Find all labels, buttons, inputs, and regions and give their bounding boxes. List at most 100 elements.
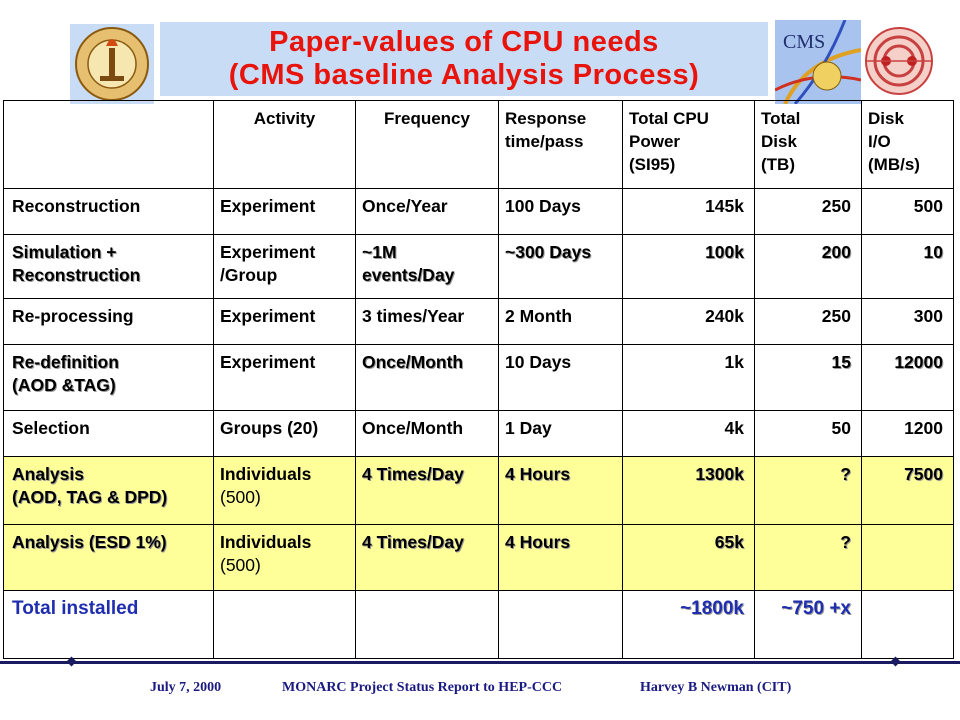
table-header-row: Activity Frequency Response time/pass Total … [3,100,954,189]
table-cell-activity [213,590,356,659]
cpu-text: 65k [714,532,744,552]
disk-text: 15 [831,352,851,372]
table-header-cell: Total CPU Power (SI95) [622,100,755,189]
table-cell-response: 100 Days [498,188,623,235]
header-text: Total [761,109,801,128]
cms-logo: CMS [775,20,861,104]
table-cell-activity: Groups (20) [213,410,356,457]
response-text: ~300 Days [505,242,592,262]
table-cell-disk: 200 [754,234,862,299]
table-cell-response: ~300 Days [498,234,623,299]
table-header-cell [3,100,214,189]
table-cell-response: 2 Month [498,298,623,345]
table-row: Total installed ~1800k ~750 +x [3,590,954,659]
io-text: 7500 [904,464,943,484]
disk-text: 50 [831,418,851,438]
table-cell-disk: 15 [754,344,862,411]
cpu-text: 145k [705,196,744,216]
io-text: 10 [923,242,943,262]
header-text: time/pass [505,132,584,151]
table-cell-activity: Individuals (500) [213,456,356,525]
table-cell-io: 500 [861,188,954,235]
table-cell-io [861,590,954,659]
header-text: Response [505,109,587,128]
process-text: Simulation + [12,242,117,262]
table-row: Re-processing Experiment 3 times/Year 2 Mon… [3,298,954,345]
cpu-text: 100k [705,242,744,262]
activity-text: Experiment [220,352,316,372]
table-cell-frequency: 4 Times/Day [355,456,499,525]
table-cell-cpu: ~1800k [622,590,755,659]
table-cell-frequency: 4 Times/Day [355,524,499,591]
table-cell-response: 10 Days [498,344,623,411]
table-cell-disk: 250 [754,298,862,345]
table-row: Re-definition (AOD &TAG) Experiment Once/Mo… [3,344,954,411]
table-cell-activity: Individuals (500) [213,524,356,591]
process-text: Selection [12,418,90,438]
table-cell-io: 1200 [861,410,954,457]
table-cell-activity: Experiment [213,344,356,411]
table-cell-frequency: Once/Month [355,410,499,457]
header-text: Activity [253,109,316,128]
disk-text: ? [840,532,851,552]
table-row: Selection Groups (20) Once/Month 1 Day 4k 50 1… [3,410,954,457]
table-cell-cpu: 1k [622,344,755,411]
process-text: (AOD &TAG) [12,375,116,395]
table-cell-disk: 250 [754,188,862,235]
cpu-text: 1300k [695,464,744,484]
io-text: 12000 [894,352,943,372]
activity-text: Groups (20) [220,418,319,438]
header-text: Total CPU [629,109,709,128]
activity-text: (500) [220,555,261,575]
table-cell-io: 10 [861,234,954,299]
process-text: Re-definition [12,352,119,372]
response-text: 100 Days [505,196,581,216]
frequency-text: 4 Times/Day [362,464,464,484]
table-cell-io [861,524,954,591]
table-cell-cpu: 100k [622,234,755,299]
table-cell-process: Total installed [3,590,214,659]
activity-text: Experiment [220,196,316,216]
process-text: (AOD, TAG & DPD) [12,487,168,507]
table-cell-activity: Experiment/Group [213,234,356,299]
activity-text: Individuals [220,464,312,484]
process-text: Total installed [12,598,139,619]
activity-text: Experiment [220,306,316,326]
disk-text: ? [840,464,851,484]
frequency-text: Once/Month [362,418,464,438]
lhc-logo [862,22,936,100]
table-cell-process: Selection [3,410,214,457]
footer-author: Harvey B Newman (CIT) [640,680,792,695]
header-text: I/O [868,132,891,151]
cpu-text: 240k [705,306,744,326]
table-cell-response [498,590,623,659]
header-text: (SI95) [629,155,676,174]
process-text: Reconstruction [12,265,141,285]
response-text: 2 Month [505,306,573,326]
table-cell-activity: Experiment [213,188,356,235]
table-cell-response: 4 Hours [498,524,623,591]
caltech-logo [70,24,154,104]
table-cell-disk: ? [754,524,862,591]
table-cell-disk: ? [754,456,862,525]
process-text: Reconstruction [12,196,141,216]
response-text: 4 Hours [505,464,571,484]
table-cell-process: Simulation + Reconstruction [3,234,214,299]
process-text: Re-processing [12,306,134,326]
response-text: 4 Hours [505,532,571,552]
footer-date: July 7, 2000 [150,680,222,695]
table-cell-cpu: 145k [622,188,755,235]
title-line-1: Paper-values of CPU needs [269,26,659,58]
lhc-ring-icon [865,27,933,95]
title-line-2: (CMS baseline Analysis Process) [228,59,700,91]
cpu-text: 4k [724,418,744,438]
table-cell-io: 7500 [861,456,954,525]
table-cell-disk: ~750 +x [754,590,862,659]
table-cell-cpu: 240k [622,298,755,345]
frequency-text: events/Day [362,265,455,285]
frequency-text: 4 Times/Day [362,532,464,552]
disk-text: 200 [821,242,851,262]
frequency-text: Once/Month [362,352,464,372]
table-cell-process: Reconstruction [3,188,214,235]
process-text: Analysis (ESD 1%) [12,532,167,552]
